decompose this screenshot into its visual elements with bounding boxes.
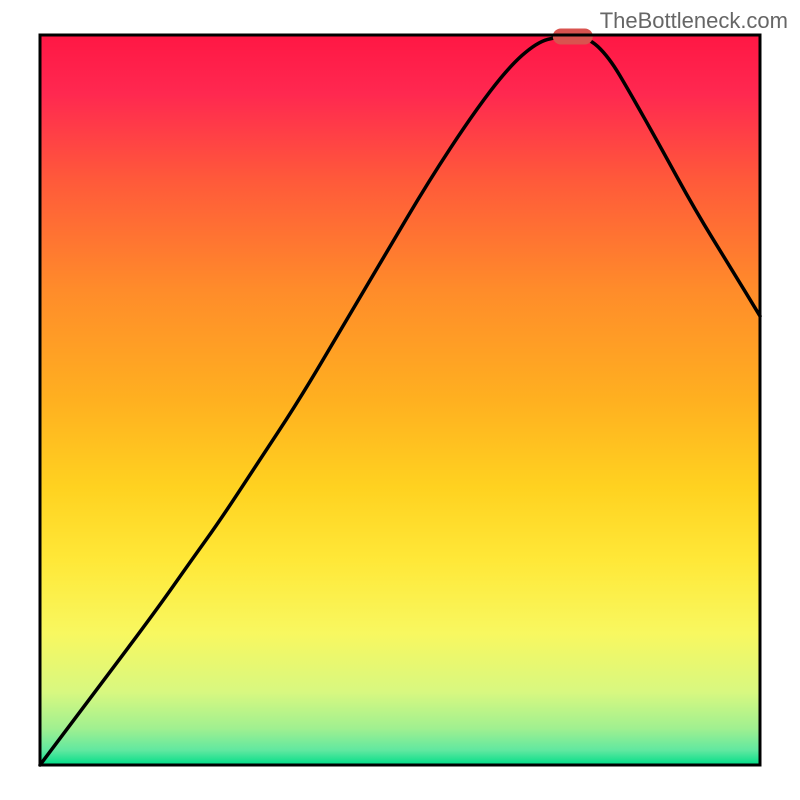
chart-svg (0, 0, 800, 800)
plot-background (40, 35, 760, 765)
watermark: TheBottleneck.com (600, 8, 788, 34)
chart-container: TheBottleneck.com (0, 0, 800, 800)
